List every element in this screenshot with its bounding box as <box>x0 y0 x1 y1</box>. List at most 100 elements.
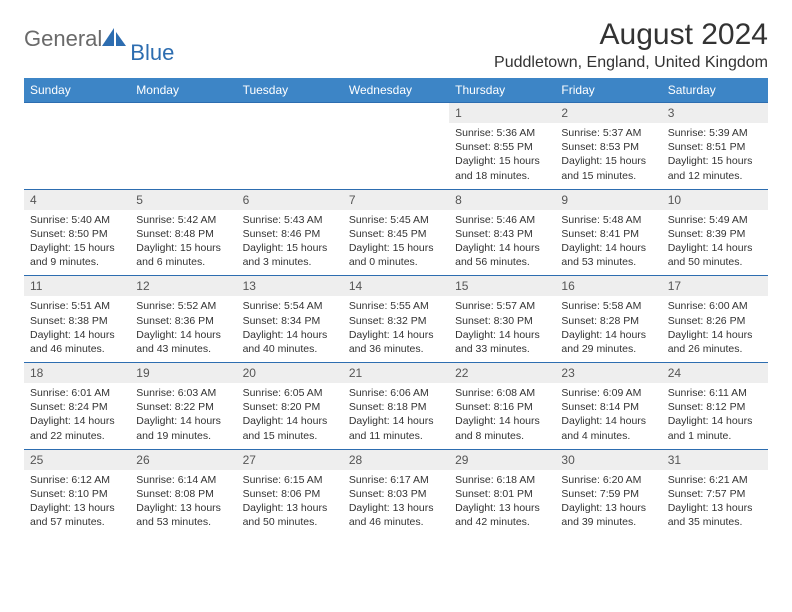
day-number: 1 <box>455 106 462 120</box>
day-detail-cell <box>24 123 130 189</box>
day-detail-cell: Sunrise: 6:14 AMSunset: 8:08 PMDaylight:… <box>130 470 236 536</box>
col-wednesday: Wednesday <box>343 78 449 103</box>
day-detail-cell: Sunrise: 5:46 AMSunset: 8:43 PMDaylight:… <box>449 210 555 276</box>
daylight-line: Daylight: 14 hours and 43 minutes. <box>136 328 230 356</box>
logo-text-general: General <box>24 28 102 50</box>
sunset-line: Sunset: 8:18 PM <box>349 400 443 414</box>
day-detail-cell <box>237 123 343 189</box>
day-number: 17 <box>668 279 681 293</box>
daylight-line: Daylight: 14 hours and 15 minutes. <box>243 414 337 442</box>
day-detail-cell: Sunrise: 6:11 AMSunset: 8:12 PMDaylight:… <box>662 383 768 449</box>
sunrise-line: Sunrise: 5:51 AM <box>30 299 124 313</box>
day-number: 18 <box>30 366 43 380</box>
sunrise-line: Sunrise: 5:58 AM <box>561 299 655 313</box>
day-number: 21 <box>349 366 362 380</box>
sunrise-line: Sunrise: 6:11 AM <box>668 386 762 400</box>
day-detail-cell: Sunrise: 6:03 AMSunset: 8:22 PMDaylight:… <box>130 383 236 449</box>
day-number: 15 <box>455 279 468 293</box>
logo: General Blue <box>24 18 176 51</box>
sunrise-line: Sunrise: 6:08 AM <box>455 386 549 400</box>
day-detail-cell: Sunrise: 5:42 AMSunset: 8:48 PMDaylight:… <box>130 210 236 276</box>
day-number-cell: 26 <box>130 449 236 470</box>
daylight-line: Daylight: 14 hours and 1 minute. <box>668 414 762 442</box>
day-detail-cell: Sunrise: 5:39 AMSunset: 8:51 PMDaylight:… <box>662 123 768 189</box>
sunrise-line: Sunrise: 5:49 AM <box>668 213 762 227</box>
day-number-cell: 12 <box>130 276 236 297</box>
sunset-line: Sunset: 8:32 PM <box>349 314 443 328</box>
sunset-line: Sunset: 7:57 PM <box>668 487 762 501</box>
week-detail-row: Sunrise: 5:40 AMSunset: 8:50 PM Daylight:… <box>24 210 768 276</box>
week-daynum-row: 11121314151617 <box>24 276 768 297</box>
day-number: 5 <box>136 193 143 207</box>
header: General Blue August 2024 Puddletown, Eng… <box>24 18 768 72</box>
day-number: 19 <box>136 366 149 380</box>
sunrise-line: Sunrise: 6:03 AM <box>136 386 230 400</box>
daylight-line: Daylight: 13 hours and 50 minutes. <box>243 501 337 529</box>
sunrise-line: Sunrise: 5:36 AM <box>455 126 549 140</box>
logo-text-blue: Blue <box>130 42 174 64</box>
day-number-cell: 1 <box>449 103 555 124</box>
sunset-line: Sunset: 8:03 PM <box>349 487 443 501</box>
day-number-cell: 20 <box>237 363 343 384</box>
day-detail-cell: Sunrise: 5:57 AMSunset: 8:30 PMDaylight:… <box>449 296 555 362</box>
day-number-cell <box>237 103 343 124</box>
daylight-line: Daylight: 13 hours and 39 minutes. <box>561 501 655 529</box>
day-number-cell <box>24 103 130 124</box>
sunrise-line: Sunrise: 6:20 AM <box>561 473 655 487</box>
day-detail-cell: Sunrise: 5:36 AMSunset: 8:55 PMDaylight:… <box>449 123 555 189</box>
sunrise-line: Sunrise: 6:21 AM <box>668 473 762 487</box>
day-number: 9 <box>561 193 568 207</box>
sunset-line: Sunset: 8:22 PM <box>136 400 230 414</box>
logo-sail-icon <box>102 28 128 53</box>
day-number-cell: 14 <box>343 276 449 297</box>
day-number: 11 <box>30 279 42 293</box>
day-number-cell: 24 <box>662 363 768 384</box>
day-number: 26 <box>136 453 149 467</box>
day-number: 7 <box>349 193 356 207</box>
sunset-line: Sunset: 8:12 PM <box>668 400 762 414</box>
sunset-line: Sunset: 8:30 PM <box>455 314 549 328</box>
day-number: 6 <box>243 193 250 207</box>
day-number-cell: 4 <box>24 189 130 210</box>
day-number-cell: 9 <box>555 189 661 210</box>
daylight-line: Daylight: 13 hours and 46 minutes. <box>349 501 443 529</box>
col-sunday: Sunday <box>24 78 130 103</box>
day-number-cell: 31 <box>662 449 768 470</box>
sunrise-line: Sunrise: 6:05 AM <box>243 386 337 400</box>
day-detail-cell <box>130 123 236 189</box>
day-number: 10 <box>668 193 681 207</box>
day-number-cell: 3 <box>662 103 768 124</box>
day-number-cell: 29 <box>449 449 555 470</box>
sunrise-line: Sunrise: 6:01 AM <box>30 386 124 400</box>
sunset-line: Sunset: 8:48 PM <box>136 227 230 241</box>
sunrise-line: Sunrise: 5:42 AM <box>136 213 230 227</box>
day-number-cell: 22 <box>449 363 555 384</box>
day-number-cell: 10 <box>662 189 768 210</box>
day-detail-cell: Sunrise: 6:21 AMSunset: 7:57 PMDaylight:… <box>662 470 768 536</box>
sunrise-line: Sunrise: 5:40 AM <box>30 213 124 227</box>
daylight-line: Daylight: 14 hours and 22 minutes. <box>30 414 124 442</box>
day-number-cell: 19 <box>130 363 236 384</box>
day-number-cell <box>343 103 449 124</box>
day-detail-cell: Sunrise: 5:37 AMSunset: 8:53 PMDaylight:… <box>555 123 661 189</box>
daylight-line: Daylight: 15 hours and 6 minutes. <box>136 241 230 269</box>
page-title: August 2024 <box>494 18 768 52</box>
calendar-table: Sunday Monday Tuesday Wednesday Thursday… <box>24 78 768 535</box>
day-detail-cell: Sunrise: 6:20 AMSunset: 7:59 PMDaylight:… <box>555 470 661 536</box>
col-thursday: Thursday <box>449 78 555 103</box>
sunset-line: Sunset: 8:14 PM <box>561 400 655 414</box>
day-number-cell: 2 <box>555 103 661 124</box>
daylight-line: Daylight: 14 hours and 40 minutes. <box>243 328 337 356</box>
day-detail-cell: Sunrise: 6:00 AMSunset: 8:26 PMDaylight:… <box>662 296 768 362</box>
daylight-line: Daylight: 14 hours and 4 minutes. <box>561 414 655 442</box>
sunset-line: Sunset: 8:24 PM <box>30 400 124 414</box>
day-detail-cell: Sunrise: 6:15 AMSunset: 8:06 PMDaylight:… <box>237 470 343 536</box>
sunset-line: Sunset: 8:50 PM <box>30 227 124 241</box>
daylight-line: Daylight: 14 hours and 11 minutes. <box>349 414 443 442</box>
daylight-line: Daylight: 14 hours and 53 minutes. <box>561 241 655 269</box>
sunrise-line: Sunrise: 5:57 AM <box>455 299 549 313</box>
sunrise-line: Sunrise: 5:48 AM <box>561 213 655 227</box>
sunset-line: Sunset: 8:53 PM <box>561 140 655 154</box>
daylight-line: Daylight: 13 hours and 35 minutes. <box>668 501 762 529</box>
daylight-line: Daylight: 15 hours and 0 minutes. <box>349 241 443 269</box>
